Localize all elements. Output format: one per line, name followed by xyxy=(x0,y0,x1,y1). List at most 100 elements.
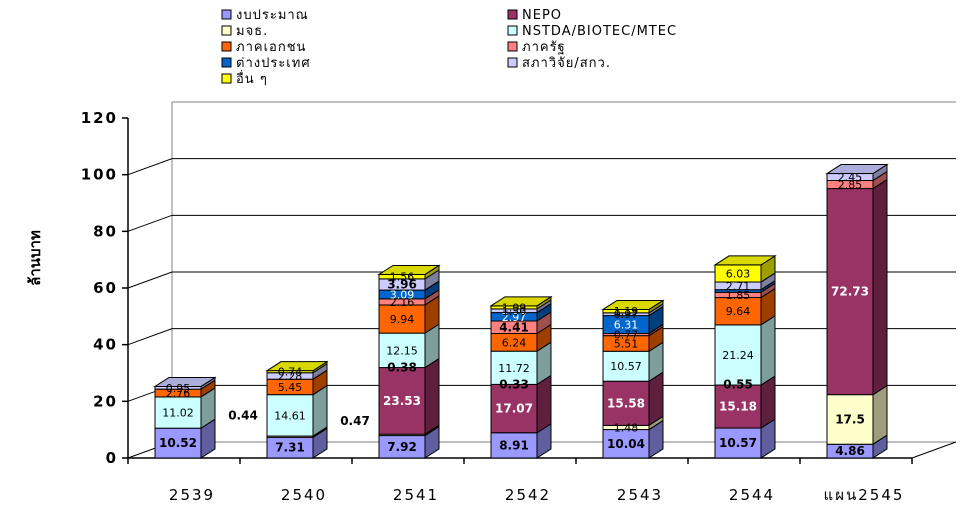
data-label: 1.56 xyxy=(390,271,415,284)
data-label: 1.09 xyxy=(502,301,527,314)
y-tick-label: 40 xyxy=(93,336,118,354)
data-label: 2.71 xyxy=(726,280,751,293)
x-tick-label: 2540 xyxy=(281,486,327,504)
bar-segment-front xyxy=(602,380,650,426)
bar-top-face xyxy=(601,299,665,310)
data-label: 6.31 xyxy=(614,319,639,332)
data-label: 6.24 xyxy=(502,336,527,349)
legend-swatch xyxy=(507,25,518,36)
data-label: 9.64 xyxy=(726,305,751,318)
data-label: 1.48 xyxy=(614,421,639,434)
legend-swatch xyxy=(221,41,232,52)
bar-stack xyxy=(153,376,217,459)
data-label: 2.28 xyxy=(278,370,303,383)
data-label: 7.31 xyxy=(275,441,305,455)
data-label: 10.04 xyxy=(607,437,645,451)
data-label: 2.76 xyxy=(166,387,191,400)
y-axis-label: ล้านบาท xyxy=(26,230,44,286)
legend-swatch xyxy=(507,9,518,20)
legend-label: สภาวิจัย/สกว. xyxy=(522,56,611,71)
legend-label: งบประมาณ xyxy=(236,8,309,23)
axes-layer: 0 20 40 60 80 100 120 2539 2540 2541 2542 2543 2544 แ… xyxy=(81,109,957,504)
data-label: 2.97 xyxy=(502,311,527,324)
data-label: 1.30 xyxy=(502,305,527,318)
bar-stack xyxy=(377,264,441,459)
bar-segment-front xyxy=(826,394,874,445)
x-tick-label: 2544 xyxy=(729,486,775,504)
annotation-label: 0.47 xyxy=(340,414,370,428)
bar-top-face xyxy=(265,361,329,372)
legend-swatch xyxy=(221,73,232,84)
data-label: 0.97 xyxy=(614,308,639,321)
legend-item: ภาครัฐ xyxy=(507,40,566,55)
bar-segment-side xyxy=(872,178,888,396)
legend-label: ภาครัฐ xyxy=(522,40,566,55)
data-label: 2.45 xyxy=(838,171,863,184)
gridline xyxy=(127,271,956,289)
x-tick-label: 2543 xyxy=(617,486,663,504)
y-tick-label: 0 xyxy=(106,449,118,467)
data-label: 4.41 xyxy=(499,320,529,334)
bar-segment-front xyxy=(714,324,762,386)
x-tick-label: 2541 xyxy=(393,486,439,504)
data-label: 1.19 xyxy=(614,305,639,318)
data-label: 12.15 xyxy=(386,344,418,357)
bars-layer xyxy=(153,163,889,459)
bar-segment-side xyxy=(536,374,552,434)
bar-top-face xyxy=(713,255,777,266)
data-label: 21.24 xyxy=(722,349,754,362)
data-label: 5.45 xyxy=(278,381,303,394)
data-label: 10.57 xyxy=(719,436,757,450)
legend-label: NEPO xyxy=(522,8,562,23)
bar-segment-front xyxy=(714,384,762,429)
data-label: 10.52 xyxy=(159,436,197,450)
data-label: 0.95 xyxy=(166,382,191,395)
data-labels-layer: 10.52 11.02 2.760.95 7.31 14.61 5.452.280.74 7… xyxy=(159,171,869,458)
x-tick-label: 2539 xyxy=(169,486,215,504)
data-label: 3.96 xyxy=(387,277,417,291)
data-label: 7.92 xyxy=(387,440,417,454)
x-tick-label: 2542 xyxy=(505,486,551,504)
data-label: 1.85 xyxy=(726,289,751,302)
data-label: 17.5 xyxy=(835,412,865,426)
data-label: 23.53 xyxy=(383,394,421,408)
data-label: 2.16 xyxy=(390,296,415,309)
legend-swatch xyxy=(507,57,518,68)
legend-swatch xyxy=(221,57,232,68)
legend-label: ภาคเอกชน xyxy=(236,40,306,55)
bar-top-face xyxy=(153,376,217,387)
y-tick-label: 120 xyxy=(81,109,118,127)
data-label: 10.57 xyxy=(610,360,642,373)
bar-stack xyxy=(825,163,889,459)
legend-swatch xyxy=(507,41,518,52)
bar-top-face xyxy=(489,296,553,307)
data-label: 4.86 xyxy=(835,444,865,458)
annotation-label: 0.38 xyxy=(387,360,417,374)
bar-segment-front xyxy=(378,367,426,435)
bar-segment-side xyxy=(872,384,888,446)
data-label: 6.03 xyxy=(726,267,751,280)
y-tick-label: 20 xyxy=(93,392,118,410)
bar-stack xyxy=(265,360,329,459)
data-label: 15.58 xyxy=(607,396,645,410)
bar-segment-front xyxy=(490,432,538,459)
data-label: 72.73 xyxy=(831,285,869,299)
bar-segment-front xyxy=(154,396,202,429)
legend-swatch xyxy=(221,9,232,20)
bar-top-face xyxy=(825,164,889,175)
data-label: 0.74 xyxy=(278,366,303,379)
data-label: 2.85 xyxy=(838,179,863,192)
legend-label: อื่น ๆ xyxy=(236,70,268,87)
bar-stack xyxy=(713,255,777,459)
bar-segment-side xyxy=(760,314,776,386)
bar-segment-side xyxy=(424,357,440,436)
legend-label: ต่างประเทศ xyxy=(236,56,311,71)
bar-stack xyxy=(489,295,553,459)
annotation-label: 0.33 xyxy=(499,377,529,391)
gridline xyxy=(127,158,956,176)
data-label: 11.72 xyxy=(498,362,530,375)
annotation-label: 0.44 xyxy=(228,409,258,423)
y-tick-label: 60 xyxy=(93,279,118,297)
legend-label: มจธ. xyxy=(236,24,268,39)
